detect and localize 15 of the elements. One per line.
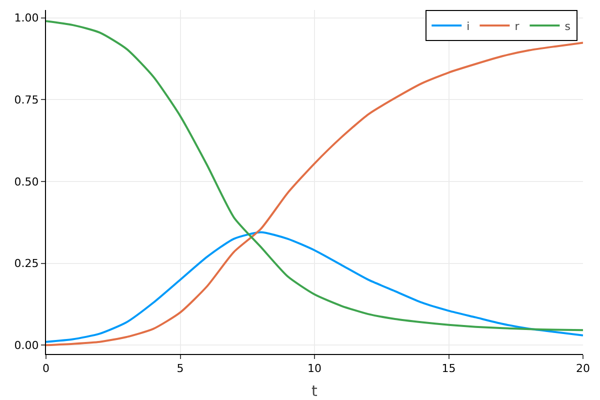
x-tick-label: 20 (576, 362, 590, 376)
line-series (46, 231, 583, 343)
y-tick-label: 0.75 (14, 94, 39, 107)
y-tick-label: 0.00 (14, 339, 39, 352)
legend-label: s (564, 20, 571, 33)
x-tick-label: 10 (308, 362, 322, 376)
x-tick-label: 0 (42, 362, 50, 376)
x-axis-title: t (312, 382, 318, 400)
x-tick-label: 15 (442, 362, 456, 376)
y-tick-label: 0.50 (14, 175, 39, 188)
legend-label: r (514, 20, 520, 33)
y-tick-label: 0.25 (14, 257, 39, 270)
y-tick-label: 1.00 (14, 12, 39, 25)
x-tick-label: 5 (176, 362, 184, 376)
legend-label: i (466, 20, 470, 33)
